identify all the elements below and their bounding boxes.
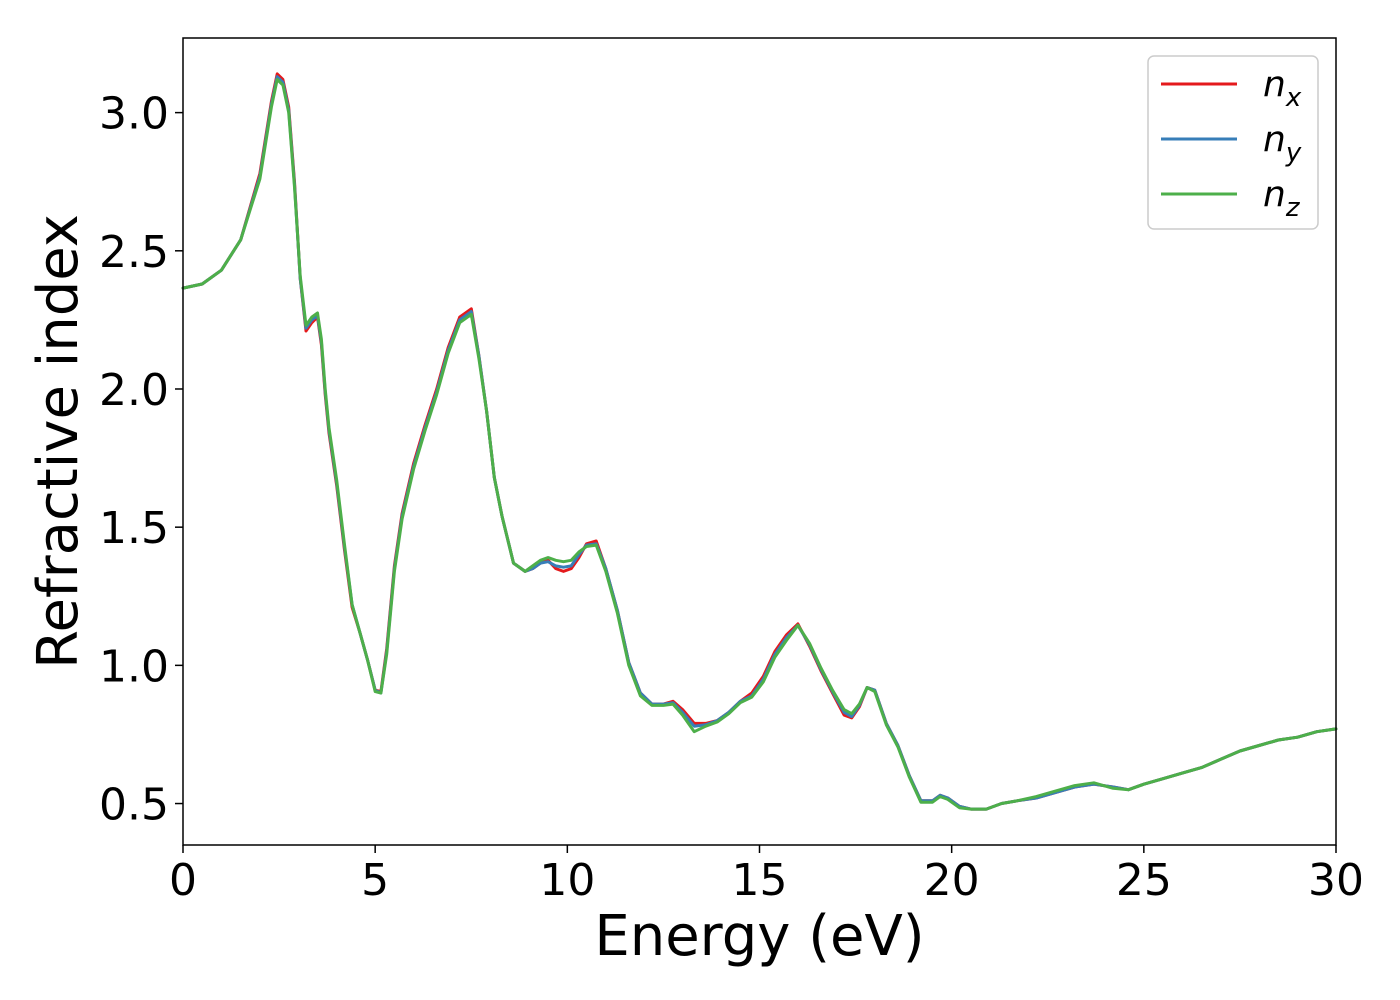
x-tick-label: 25 (1116, 855, 1172, 906)
y-axis-title: Refractive index (26, 214, 91, 669)
ticks-layer: 0 5 10 15 20 25 30 0.5 1.0 1.5 2.0 2.5 3.0 (99, 89, 1364, 906)
legend-label-z: nz (1263, 174, 1301, 223)
legend-box (1147, 55, 1319, 230)
y-tick-label: 2.0 (99, 365, 169, 416)
legend-label-x: nx (1263, 64, 1302, 113)
x-tick-label: 10 (539, 855, 595, 906)
series-layer (181, 72, 1338, 811)
y-tick-label: 1.5 (99, 503, 169, 554)
y-tick-label: 1.0 (99, 641, 169, 692)
x-tick-label: 20 (924, 855, 980, 906)
legend-label-y: ny (1263, 119, 1302, 168)
y-tick-label: 0.5 (99, 780, 169, 831)
x-tick-label: 30 (1308, 855, 1364, 906)
x-tick-label: 15 (732, 855, 788, 906)
y-tick-label: 2.5 (99, 227, 169, 278)
series-line-z (181, 78, 1338, 811)
x-axis-title: Energy (eV) (594, 904, 924, 969)
legend: nx ny nz (1147, 55, 1319, 230)
x-tick-label: 5 (361, 855, 389, 906)
x-tick-label: 0 (169, 855, 197, 906)
y-tick-label: 3.0 (99, 89, 169, 140)
